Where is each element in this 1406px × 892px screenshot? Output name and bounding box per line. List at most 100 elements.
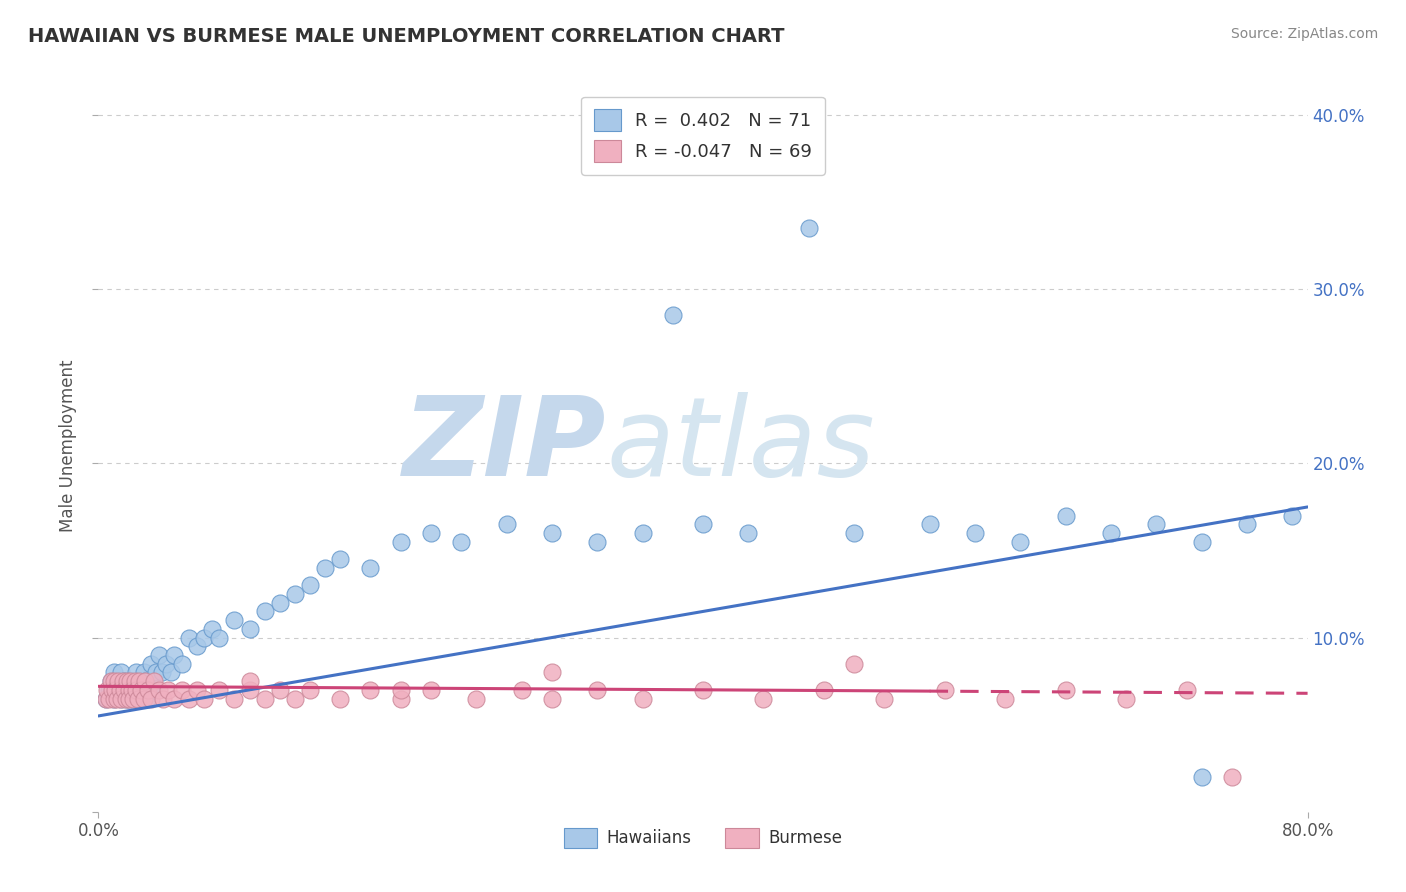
Point bbox=[118, 691, 141, 706]
Point bbox=[1236, 517, 1258, 532]
Point bbox=[136, 682, 159, 697]
Point bbox=[495, 517, 517, 532]
Point bbox=[692, 682, 714, 697]
Point bbox=[239, 674, 262, 689]
Point bbox=[844, 657, 866, 671]
Point bbox=[465, 691, 488, 706]
Point bbox=[1054, 682, 1077, 697]
Point bbox=[163, 648, 186, 662]
Point bbox=[145, 665, 167, 680]
Point bbox=[1191, 770, 1213, 784]
Point bbox=[156, 682, 179, 697]
Point bbox=[128, 674, 150, 689]
Point bbox=[389, 534, 412, 549]
Point bbox=[103, 665, 125, 680]
Point bbox=[150, 665, 173, 680]
Point bbox=[631, 526, 654, 541]
Point bbox=[360, 561, 382, 575]
Point bbox=[163, 691, 186, 706]
Point bbox=[94, 691, 117, 706]
Point bbox=[752, 691, 775, 706]
Point bbox=[160, 665, 183, 680]
Point bbox=[510, 682, 533, 697]
Point bbox=[201, 622, 224, 636]
Point bbox=[813, 682, 835, 697]
Point bbox=[299, 682, 322, 697]
Point bbox=[1010, 534, 1032, 549]
Point bbox=[103, 691, 125, 706]
Point bbox=[112, 682, 135, 697]
Y-axis label: Male Unemployment: Male Unemployment bbox=[59, 359, 77, 533]
Point bbox=[1144, 517, 1167, 532]
Point bbox=[110, 691, 132, 706]
Point bbox=[1099, 526, 1122, 541]
Point bbox=[540, 665, 562, 680]
Point bbox=[179, 691, 201, 706]
Point bbox=[110, 691, 132, 706]
Point bbox=[135, 691, 157, 706]
Point bbox=[170, 657, 193, 671]
Point bbox=[107, 674, 129, 689]
Point bbox=[122, 691, 145, 706]
Point bbox=[540, 691, 562, 706]
Point bbox=[100, 674, 122, 689]
Point bbox=[103, 674, 125, 689]
Point bbox=[125, 682, 148, 697]
Point bbox=[121, 682, 143, 697]
Point bbox=[918, 517, 941, 532]
Point bbox=[1115, 691, 1137, 706]
Point bbox=[100, 674, 122, 689]
Point bbox=[994, 691, 1017, 706]
Point bbox=[155, 657, 177, 671]
Point bbox=[208, 682, 231, 697]
Point bbox=[128, 691, 150, 706]
Point bbox=[661, 309, 683, 323]
Point bbox=[98, 691, 121, 706]
Point bbox=[103, 691, 125, 706]
Point bbox=[141, 691, 163, 706]
Point bbox=[389, 682, 412, 697]
Point bbox=[127, 674, 149, 689]
Point bbox=[122, 691, 145, 706]
Point bbox=[873, 691, 896, 706]
Point bbox=[111, 682, 134, 697]
Point bbox=[360, 682, 382, 697]
Point bbox=[420, 526, 443, 541]
Point bbox=[118, 682, 141, 697]
Text: atlas: atlas bbox=[606, 392, 875, 500]
Point bbox=[269, 596, 291, 610]
Text: Source: ZipAtlas.com: Source: ZipAtlas.com bbox=[1230, 27, 1378, 41]
Point bbox=[170, 682, 193, 697]
Point bbox=[631, 691, 654, 706]
Point bbox=[134, 674, 156, 689]
Point bbox=[586, 682, 609, 697]
Text: HAWAIIAN VS BURMESE MALE UNEMPLOYMENT CORRELATION CHART: HAWAIIAN VS BURMESE MALE UNEMPLOYMENT CO… bbox=[28, 27, 785, 45]
Point bbox=[1175, 682, 1198, 697]
Point bbox=[120, 682, 142, 697]
Point bbox=[148, 648, 170, 662]
Point bbox=[1281, 508, 1303, 523]
Point bbox=[737, 526, 759, 541]
Point bbox=[186, 682, 208, 697]
Point bbox=[450, 534, 472, 549]
Point bbox=[120, 674, 142, 689]
Point bbox=[114, 691, 136, 706]
Point bbox=[152, 691, 174, 706]
Point bbox=[129, 682, 152, 697]
Point bbox=[224, 691, 246, 706]
Point bbox=[299, 578, 322, 592]
Point bbox=[118, 674, 141, 689]
Point bbox=[115, 682, 138, 697]
Point bbox=[239, 622, 262, 636]
Point bbox=[797, 221, 820, 235]
Point bbox=[329, 691, 352, 706]
Point bbox=[193, 631, 215, 645]
Point bbox=[142, 682, 165, 697]
Point bbox=[540, 526, 562, 541]
Point bbox=[186, 640, 208, 654]
Point bbox=[253, 691, 276, 706]
Point bbox=[208, 631, 231, 645]
Point bbox=[114, 691, 136, 706]
Point bbox=[118, 691, 141, 706]
Point bbox=[121, 674, 143, 689]
